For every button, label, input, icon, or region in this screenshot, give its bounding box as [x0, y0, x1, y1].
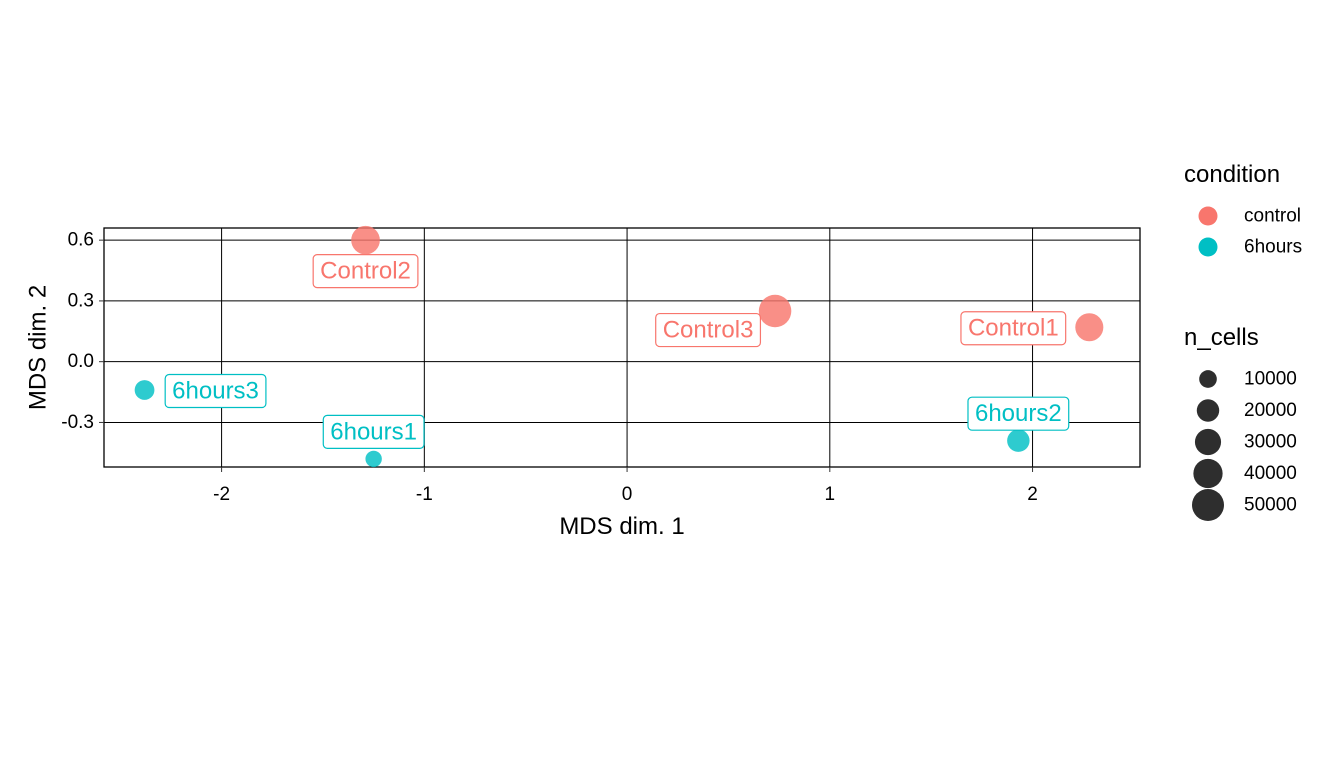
point-label: 6hours2 [967, 396, 1070, 431]
data-point [134, 380, 155, 400]
legend-size-label: 50000 [1244, 495, 1297, 516]
x-tick-label: -1 [416, 484, 433, 505]
point-label-box [322, 414, 425, 449]
legend-size-key [1196, 399, 1220, 422]
legend-condition-title: condition [1184, 161, 1280, 188]
point-label-text: 6hours1 [330, 418, 417, 445]
point-label-text: Control3 [663, 317, 754, 344]
y-tick-label: 0.3 [68, 290, 94, 311]
point-label: Control2 [312, 254, 419, 289]
panel-border [103, 227, 1141, 468]
point-label-box [655, 312, 762, 348]
point-label: Control1 [960, 311, 1067, 346]
x-tick-label: -2 [213, 484, 230, 505]
point-label-text: 6hours2 [975, 400, 1062, 427]
data-point [1075, 313, 1104, 342]
legend-size-key [1199, 370, 1217, 388]
legend-condition-key [1198, 237, 1218, 257]
legend-size-label: 10000 [1244, 369, 1297, 390]
legend-condition-label: control [1244, 206, 1301, 227]
panel-background [104, 228, 1140, 467]
y-tick-label: 0.6 [68, 230, 94, 251]
legend-size-label: 40000 [1244, 463, 1297, 484]
x-tick-label: 1 [825, 484, 836, 505]
legend-size-label: 20000 [1244, 400, 1297, 421]
legend-size-title: n_cells [1184, 324, 1259, 351]
legend-size-key [1192, 489, 1224, 521]
data-point [758, 294, 792, 328]
legend-size-key [1193, 458, 1223, 489]
y-tick-label: 0.0 [68, 351, 94, 372]
data-point [351, 225, 380, 255]
point-label-box [967, 396, 1070, 431]
point-label-box [312, 254, 419, 289]
legend: condition control 6hours n_cells 10000 20000 3… [1184, 161, 1302, 521]
point-label-text: Control2 [320, 258, 411, 285]
point-label: 6hours3 [164, 373, 267, 409]
data-point [365, 450, 382, 468]
x-axis-title: MDS dim. 1 [559, 513, 684, 540]
point-label: 6hours1 [322, 414, 425, 449]
x-tick-label: 2 [1027, 484, 1038, 505]
axes: -2 -1 0 1 2 -0.3 0.0 0.3 0.6 MDS dim. 1 MDS dim. 2 [25, 230, 1038, 540]
point-label-text: Control1 [968, 315, 1059, 342]
y-axis-title: MDS dim. 2 [25, 285, 52, 410]
legend-condition-label: 6hours [1244, 237, 1302, 258]
legend-size-key [1194, 428, 1222, 456]
plot-area: Control1 Control2 Control3 6hours1 6hours2 6h… [103, 225, 1141, 468]
x-tick-label: 0 [622, 484, 633, 505]
data-point [1007, 429, 1030, 452]
point-label-box [960, 311, 1067, 346]
legend-condition-key [1198, 206, 1218, 226]
point-label: Control3 [655, 312, 762, 348]
point-label-text: 6hours3 [172, 378, 259, 405]
y-tick-label: -0.3 [61, 412, 94, 433]
legend-size-label: 30000 [1244, 432, 1297, 453]
point-label-box [164, 373, 267, 409]
